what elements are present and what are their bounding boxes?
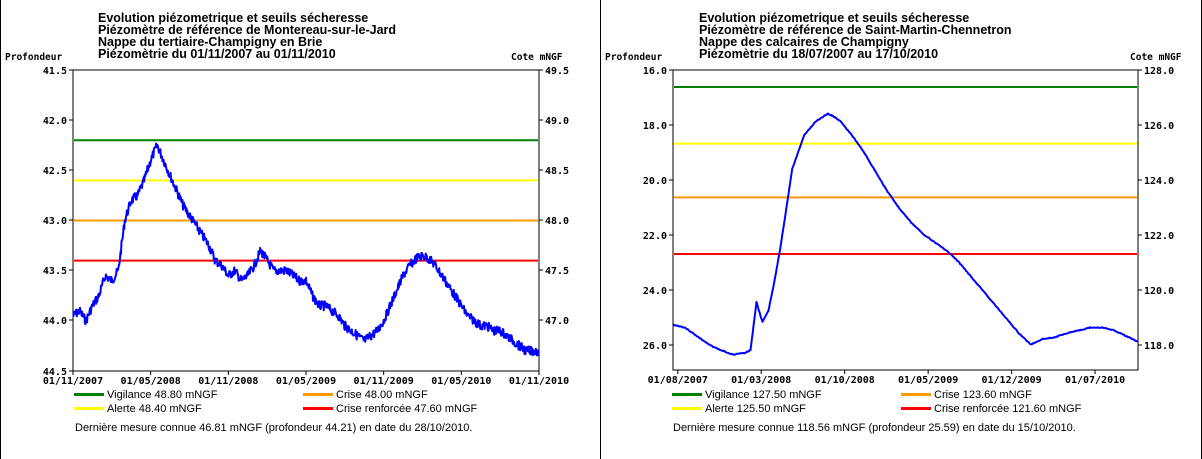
chart-title-line-3: Nappe des calcaires de Champigny	[699, 35, 909, 49]
left-tick-label: 18.0	[643, 121, 667, 132]
right-tick-label: 49.0	[545, 116, 569, 127]
x-tick-label: 01/03/2008	[731, 375, 791, 386]
chart-title-line-4: Piézomètrie du 18/07/2007 au 17/10/2010	[699, 47, 939, 61]
left-tick-label: 44.0	[43, 316, 67, 327]
chart-plot-saint-martin: 16.0 18.0 20.0 22.0 24.0 26.0 128.0 126.0 124.0 1…	[643, 66, 1174, 386]
x-tick-label: 01/10/2008	[815, 375, 875, 386]
legend-swatch-crise	[303, 392, 333, 396]
right-tick-label: 126.0	[1144, 121, 1174, 132]
x-tick-label: 01/05/2009	[898, 375, 958, 386]
legend-label-vigilance: Vigilance 127.50 mNGF	[705, 389, 822, 401]
chart-panel-montereau: Evolution piézometrique et seuils sécher…	[0, 0, 601, 459]
right-tick-label: 118.0	[1144, 341, 1174, 352]
x-tick-label: 01/07/2010	[1065, 375, 1125, 386]
legend-vigilance: Vigilance 48.80 mNGF	[74, 389, 217, 401]
left-tick-label: 16.0	[643, 66, 667, 77]
legend-label-crise: Crise 48.00 mNGF	[336, 389, 428, 401]
y-axis-label-left: Profondeur	[605, 52, 663, 63]
legend-label-vigilance: Vigilance 48.80 mNGF	[107, 389, 218, 401]
legend-crise-renforcee: Crise renforcée 47.60 mNGF	[303, 403, 477, 415]
legend-crise: Crise 123.60 mNGF	[901, 389, 1032, 401]
x-tick-label: 01/05/2009	[276, 376, 336, 387]
x-tick-label: 01/05/2008	[121, 376, 181, 387]
legend-label-alerte: Alerte 48.40 mNGF	[107, 403, 202, 415]
legend-label-crise: Crise 123.60 mNGF	[934, 389, 1032, 401]
left-tick-label: 42.0	[43, 116, 67, 127]
legend-swatch-alerte	[672, 406, 702, 410]
legend-swatch-alerte	[74, 406, 104, 410]
legend-swatch-vigilance	[74, 392, 104, 396]
right-tick-label: 48.5	[545, 166, 569, 177]
chart-plot-montereau: 41.5 42.0 42.5 43.0 43.5 44.0 44.5 49.5 49.0 48.5…	[43, 66, 569, 387]
y-axis-label-left: Profondeur	[5, 52, 63, 63]
plot-frame	[672, 69, 1139, 371]
right-tick-label: 122.0	[1144, 231, 1174, 242]
legend-label-alerte: Alerte 125.50 mNGF	[705, 403, 806, 415]
right-tick-label: 128.0	[1144, 66, 1174, 77]
right-tick-label: 47.0	[545, 316, 569, 327]
x-tick-label: 01/11/2007	[43, 376, 103, 387]
legend-swatch-crise-renforcee	[901, 406, 931, 410]
right-tick-label: 48.0	[545, 216, 569, 227]
left-tick-label: 44.5	[43, 367, 67, 378]
x-tick-label: 01/11/2008	[198, 376, 258, 387]
legend-label-crise-renforcee: Crise renforcée 121.60 mNGF	[934, 403, 1082, 415]
legend-crise: Crise 48.00 mNGF	[303, 389, 428, 401]
chart-title-line-1: Evolution piézometrique et seuils sécher…	[699, 11, 970, 25]
legend-alerte: Alerte 48.40 mNGF	[74, 403, 202, 415]
chart-title-line-2: Piézomètre de référence de Saint-Martin-…	[699, 23, 1012, 37]
chart-title-line-1: Evolution piézometrique et seuils sécher…	[98, 11, 369, 25]
right-tick-label: 120.0	[1144, 286, 1174, 297]
y-axis-label-right: Cote mNGF	[1130, 52, 1182, 63]
piezometric-series-line	[672, 112, 1139, 356]
x-tick-label: 01/08/2007	[648, 375, 708, 386]
legend-swatch-crise-renforcee	[303, 406, 333, 410]
x-tick-label: 01/11/2009	[354, 376, 414, 387]
chart-title-line-4: Piézomètrie du 01/11/2007 au 01/11/2010	[98, 47, 336, 61]
legend-crise-renforcee: Crise renforcée 121.60 mNGF	[901, 403, 1081, 415]
left-tick-label: 20.0	[643, 176, 667, 187]
x-tick-label: 01/05/2010	[431, 376, 491, 387]
left-tick-label: 42.5	[43, 166, 67, 177]
legend-label-crise-renforcee: Crise renforcée 47.60 mNGF	[336, 403, 478, 415]
last-measure-note: Dernière mesure connue 46.81 mNGF (profo…	[75, 422, 473, 434]
chart-title-line-2: Piézomètre de référence de Montereau-sur…	[98, 23, 397, 37]
x-tick-label: 01/12/2009	[982, 375, 1042, 386]
piezometric-series-line	[72, 142, 540, 357]
left-tick-label: 24.0	[643, 286, 667, 297]
right-tick-label: 47.5	[545, 266, 569, 277]
chart-title-line-3: Nappe du tertiaire-Champigny en Brie	[98, 35, 323, 49]
left-tick-label: 26.0	[643, 341, 667, 352]
left-tick-label: 41.5	[43, 66, 67, 77]
legend-alerte: Alerte 125.50 mNGF	[672, 403, 806, 415]
legend-swatch-crise	[901, 392, 931, 396]
legend-swatch-vigilance	[672, 392, 702, 396]
y-axis-label-right: Cote mNGF	[511, 52, 563, 63]
left-tick-label: 22.0	[643, 231, 667, 242]
right-tick-label: 124.0	[1144, 176, 1174, 187]
left-tick-label: 43.5	[43, 266, 67, 277]
last-measure-note: Dernière mesure connue 118.56 mNGF (prof…	[673, 422, 1076, 434]
x-tick-label: 01/11/2010	[509, 376, 569, 387]
chart-panel-saint-martin: Evolution piézometrique et seuils sécher…	[601, 0, 1202, 459]
legend-vigilance: Vigilance 127.50 mNGF	[672, 389, 822, 401]
right-tick-label: 49.5	[545, 66, 569, 77]
left-tick-label: 43.0	[43, 216, 67, 227]
